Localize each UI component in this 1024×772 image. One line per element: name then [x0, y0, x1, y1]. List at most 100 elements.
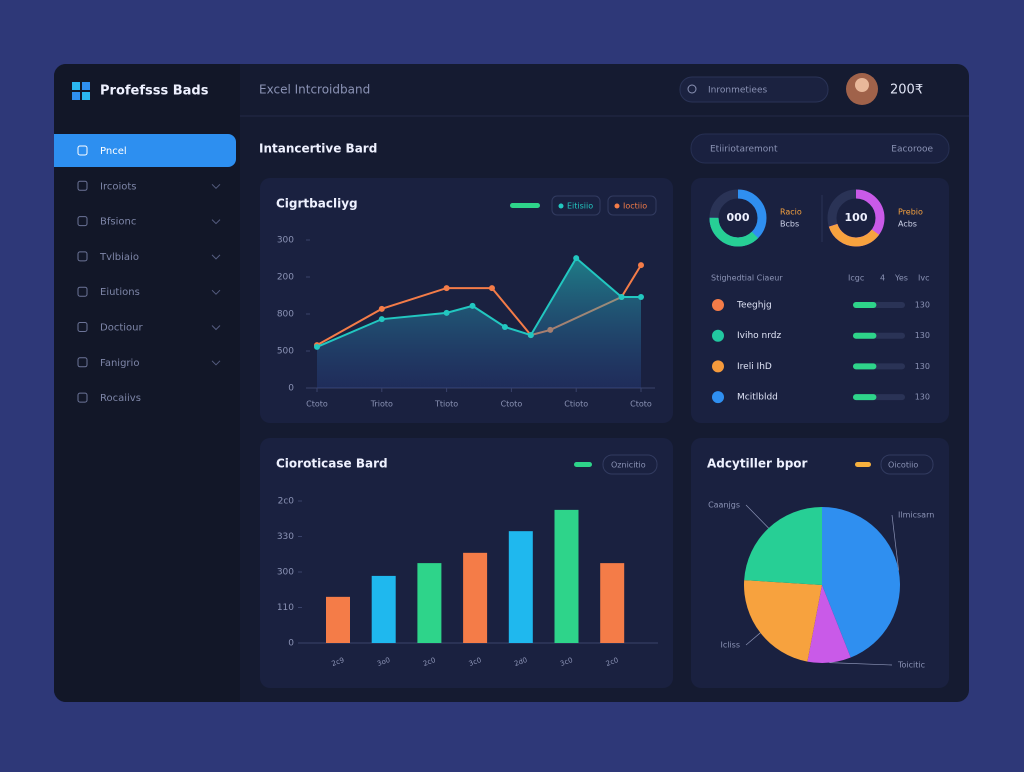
- stat-label: Ireli IhD: [737, 362, 772, 372]
- logo: [82, 82, 90, 90]
- progress-bar: [853, 332, 877, 339]
- filter-bar[interactable]: [690, 133, 950, 164]
- nav-item[interactable]: Bfsionc: [100, 217, 136, 228]
- nav-icon: [77, 180, 88, 191]
- legend-item[interactable]: [551, 195, 601, 216]
- active-nav[interactable]: [54, 134, 236, 167]
- x-tick-label: Ctioto: [564, 400, 588, 409]
- y-tick-label: 500: [277, 347, 294, 357]
- bar: [417, 563, 442, 643]
- bar: [554, 509, 579, 643]
- area: [317, 258, 641, 388]
- stat-label: Mcitlbldd: [737, 393, 778, 403]
- donut-ring: [827, 189, 885, 247]
- nav-item[interactable]: Doctiour: [100, 323, 143, 334]
- avatar-face: [855, 78, 869, 92]
- leader-line: [829, 662, 893, 666]
- x-tick-label: 2c9: [331, 656, 346, 668]
- nav-icon: [77, 357, 88, 368]
- nav-item[interactable]: Ircoiots: [100, 181, 136, 192]
- x-tick-label: Ctoto: [501, 400, 523, 409]
- point: [469, 302, 476, 309]
- y-tick-label: 330: [277, 532, 294, 542]
- progress-bar: [853, 363, 877, 370]
- stat-dot: [712, 329, 724, 342]
- x-tick-label: Ttioto: [434, 400, 458, 409]
- bar: [508, 531, 533, 643]
- stat-value: 130: [915, 393, 930, 402]
- stats-header: Stighedtial Ciaeur: [711, 274, 783, 283]
- nav-item[interactable]: Rocaiivs: [100, 393, 141, 404]
- logo: [72, 82, 80, 90]
- bar: [463, 552, 488, 643]
- pie-slice: [807, 585, 851, 663]
- nav-icon: [77, 322, 88, 332]
- filter-label: Etiiriotaremont: [710, 145, 778, 155]
- legend-label: Oicotiio: [888, 461, 918, 470]
- header-title: Excel Intcroidband: [259, 83, 370, 97]
- legend-item[interactable]: [607, 195, 657, 216]
- stat-value: 130: [915, 331, 930, 340]
- user-info[interactable]: 200₹: [890, 83, 923, 98]
- legend-item[interactable]: [602, 454, 658, 475]
- pie-label: Ilmicsarn: [898, 511, 934, 520]
- search-text: Inronmetiees: [708, 86, 767, 96]
- y-tick-label: 110: [277, 603, 294, 613]
- logo: [72, 92, 80, 100]
- donut-caption: Prebio: [898, 208, 923, 217]
- x-tick-label: Ctoto: [306, 400, 328, 409]
- chart-title: Cigrtbacliyg: [276, 197, 358, 211]
- search-box[interactable]: [679, 76, 829, 103]
- nav-item[interactable]: Pncel: [100, 146, 127, 157]
- progress-bar: [853, 302, 877, 308]
- point: [527, 332, 534, 339]
- point: [501, 323, 508, 330]
- x-tick-label: 2c0: [422, 656, 437, 668]
- legend-pill: [855, 462, 871, 467]
- donut-caption: Acbs: [898, 220, 917, 229]
- nav-icon: [77, 145, 88, 156]
- x-tick-label: 2c0: [605, 656, 620, 668]
- chevron: [211, 183, 221, 190]
- filter-action[interactable]: Eacorooe: [891, 145, 933, 155]
- nav-icon: [77, 392, 88, 403]
- page-title: Intancertive Bard: [259, 142, 377, 156]
- nav-item[interactable]: Fanigrio: [100, 358, 139, 369]
- donut-label: 100: [845, 211, 868, 224]
- x-tick-label: Ctoto: [630, 400, 652, 409]
- point: [573, 255, 580, 262]
- pie-slice: [744, 580, 822, 662]
- nav-item[interactable]: Tvlbiaio: [99, 252, 139, 263]
- stats-header: Icgc: [848, 274, 864, 283]
- point: [378, 316, 385, 323]
- bar: [326, 596, 350, 643]
- legend-label: Eitisiio: [567, 202, 593, 211]
- pie-slice: [744, 507, 822, 585]
- pie-label: Icliss: [720, 641, 740, 650]
- stats-header: Ivc: [918, 274, 930, 283]
- point: [443, 285, 450, 292]
- point: [638, 293, 644, 300]
- stats-header: Yes: [894, 274, 908, 283]
- nav-item[interactable]: Eiutions: [100, 287, 140, 298]
- legend-label: Oznicitio: [611, 461, 646, 470]
- nav-icon: [77, 251, 88, 262]
- donut-caption: Bcbs: [780, 220, 799, 229]
- point: [443, 309, 450, 316]
- legend-item[interactable]: [880, 454, 934, 475]
- chevron: [211, 289, 221, 295]
- stat-label: Iviho nrdz: [737, 331, 782, 341]
- y-tick-label: 2c0: [278, 497, 295, 507]
- point: [314, 343, 320, 350]
- point: [638, 262, 644, 269]
- stats-header: 4: [880, 274, 885, 283]
- stat-dot: [712, 299, 724, 311]
- y-tick-label: 800: [277, 310, 294, 320]
- leader-line: [745, 632, 761, 646]
- y-tick-label: 0: [288, 639, 294, 649]
- legend-pill: [574, 462, 592, 467]
- brand: Profefsss Bads: [100, 84, 209, 99]
- chevron: [211, 360, 221, 366]
